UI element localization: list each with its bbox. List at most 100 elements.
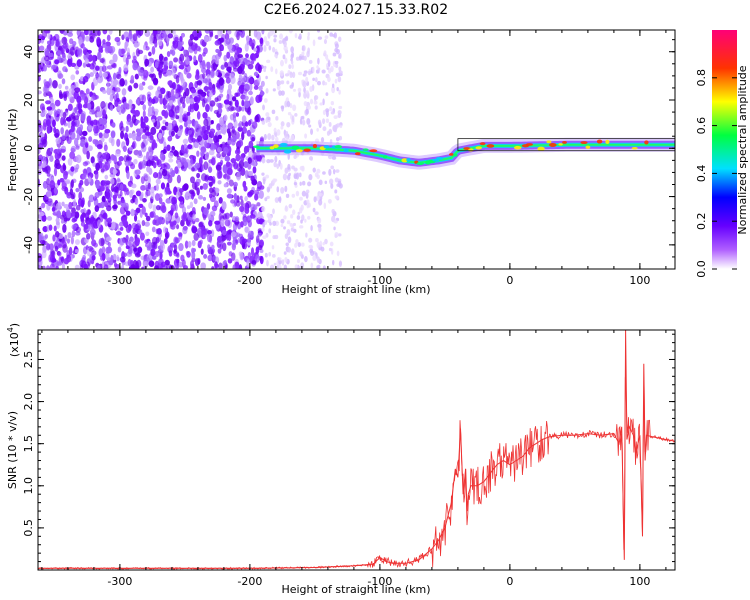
noise-speck <box>140 176 145 184</box>
noise-speck-sparse <box>299 251 303 257</box>
noise-speck <box>140 184 146 191</box>
noise-speck <box>195 217 200 223</box>
noise-speck <box>211 189 216 198</box>
noise-speck <box>223 54 228 62</box>
noise-speck <box>247 157 252 165</box>
noise-speck <box>100 185 106 192</box>
noise-speck <box>196 172 201 179</box>
noise-speck <box>211 205 218 212</box>
noise-speck <box>200 126 204 136</box>
noise-speck <box>54 132 60 139</box>
noise-speck <box>180 214 186 221</box>
noise-speck <box>203 118 209 127</box>
noise-speck <box>104 174 109 180</box>
noise-speck <box>200 262 207 269</box>
noise-speck <box>155 204 161 211</box>
noise-speck-sparse <box>310 245 314 250</box>
noise-speck <box>228 73 235 80</box>
noise-speck <box>122 220 129 227</box>
noise-speck <box>123 31 130 40</box>
noise-speck <box>134 109 141 117</box>
noise-speck <box>53 33 60 42</box>
noise-speck <box>38 75 41 82</box>
spectrogram-frame <box>37 29 676 270</box>
snr-series-line <box>38 330 675 569</box>
noise-speck <box>237 53 243 59</box>
figure-title: C2E6.2024.027.15.33.R02 <box>264 2 448 18</box>
noise-speck <box>119 237 125 246</box>
noise-speck <box>116 138 121 148</box>
noise-speck <box>244 226 250 234</box>
noise-speck <box>231 96 237 102</box>
noise-speck-sparse <box>276 163 280 169</box>
noise-speck <box>260 80 265 87</box>
noise-speck <box>216 152 222 159</box>
noise-speck <box>245 35 250 42</box>
noise-speck <box>143 116 149 123</box>
noise-speck <box>154 250 160 258</box>
noise-speck <box>78 191 83 201</box>
noise-speck-sparse <box>283 226 286 230</box>
noise-speck <box>128 33 133 40</box>
noise-speck-sparse <box>322 265 326 269</box>
noise-speck <box>186 111 191 116</box>
noise-speck <box>261 30 265 35</box>
noise-speck <box>136 65 141 73</box>
noise-speck <box>109 94 114 102</box>
noise-speck-sparse <box>334 189 338 194</box>
noise-speck <box>69 46 76 56</box>
noise-speck <box>239 236 245 246</box>
noise-speck <box>204 30 211 34</box>
noise-speck <box>258 218 264 225</box>
noise-speck <box>40 133 45 138</box>
noise-speck <box>170 67 176 76</box>
noise-speck <box>210 120 214 125</box>
noise-speck <box>232 60 237 70</box>
noise-speck <box>236 171 241 181</box>
noise-speck <box>223 147 229 155</box>
noise-speck <box>100 255 104 261</box>
noise-speck <box>139 209 143 218</box>
noise-speck <box>124 41 129 48</box>
colorbar: 0.0 0.2 0.4 0.6 0.8 Normalized spectral ampl… <box>695 30 749 278</box>
noise-speck <box>141 81 146 86</box>
noise-speck <box>212 254 217 262</box>
noise-speck <box>238 251 243 257</box>
noise-speck <box>103 151 110 160</box>
noise-speck <box>253 189 260 196</box>
noise-speck-sparse <box>296 259 300 264</box>
carrier-blob <box>468 148 474 152</box>
noise-speck <box>182 226 188 235</box>
noise-speck <box>132 62 138 71</box>
spectrogram-ytick-label: -20 <box>22 188 35 206</box>
noise-speck <box>250 247 255 257</box>
noise-speck <box>156 116 163 121</box>
noise-speck <box>257 64 262 74</box>
noise-speck <box>56 261 63 266</box>
noise-speck-sparse <box>305 232 308 238</box>
noise-speck-sparse <box>301 242 305 247</box>
noise-speck-sparse <box>328 247 332 252</box>
noise-speck <box>236 31 240 41</box>
noise-speck <box>77 36 83 45</box>
noise-speck <box>255 31 262 40</box>
noise-speck <box>96 110 103 118</box>
noise-speck-sparse <box>288 203 293 209</box>
noise-speck <box>221 229 227 236</box>
noise-speck <box>76 59 83 68</box>
noise-speck <box>183 153 189 158</box>
noise-speck <box>142 44 147 51</box>
noise-speck <box>241 115 247 123</box>
noise-speck <box>110 177 115 185</box>
noise-speck <box>129 121 134 128</box>
noise-speck-sparse <box>301 190 307 197</box>
noise-speck-sparse <box>308 174 313 181</box>
snr-ytick-label: 2.5 <box>22 351 35 369</box>
noise-speck <box>47 201 52 206</box>
noise-speck <box>243 161 249 169</box>
noise-speck <box>180 32 186 38</box>
noise-speck <box>83 30 89 36</box>
noise-speck <box>236 195 240 204</box>
noise-speck <box>169 99 174 105</box>
noise-speck <box>228 105 235 112</box>
